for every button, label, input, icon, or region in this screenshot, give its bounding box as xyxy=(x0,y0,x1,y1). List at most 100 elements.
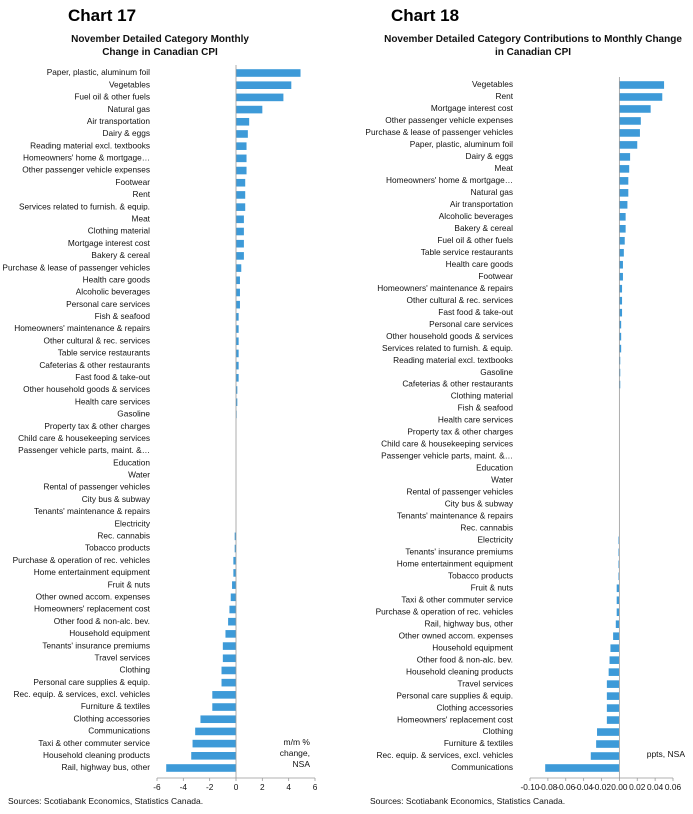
x-tick-label: 0.00 xyxy=(611,782,628,792)
category-label: Dairy & eggs xyxy=(103,128,151,138)
bar xyxy=(619,189,629,197)
bar xyxy=(212,703,236,711)
category-label: Fuel oil & other fuels xyxy=(437,235,513,245)
bar xyxy=(618,572,620,581)
bar xyxy=(618,560,620,569)
bar xyxy=(545,764,620,772)
category-label: Mortgage interest cost xyxy=(431,103,514,113)
category-label: Rent xyxy=(495,91,513,101)
category-label: Fuel oil & other fuels xyxy=(74,92,150,102)
category-label: Rail, highway bus, other xyxy=(61,762,150,772)
category-label: Other owned accom. expenses xyxy=(399,630,513,640)
category-label: Table service restaurants xyxy=(421,247,513,257)
bar xyxy=(619,165,630,173)
x-tick-label: -0.06 xyxy=(556,782,575,792)
bar xyxy=(615,620,620,629)
category-label: Footwear xyxy=(115,177,150,187)
category-label: Paper, plastic, aluminum foil xyxy=(410,139,513,149)
bar xyxy=(609,656,620,664)
category-label: City bus & subway xyxy=(82,494,151,504)
x-tick-label: 0.04 xyxy=(647,782,664,792)
category-label: Clothing material xyxy=(88,226,150,236)
x-tick-label: -4 xyxy=(180,782,188,792)
bar xyxy=(234,544,236,553)
category-label: Homeowners' replacement cost xyxy=(34,604,151,614)
x-tick-label: -0.04 xyxy=(574,782,593,792)
category-label: Water xyxy=(491,475,513,485)
category-label: Other passenger vehicle expenses xyxy=(22,165,150,175)
category-label: Child care & housekeeping services xyxy=(18,433,150,443)
category-label: Personal care supplies & equip. xyxy=(33,677,150,687)
x-tick-label: -0.02 xyxy=(592,782,611,792)
x-tick-label: -6 xyxy=(153,782,161,792)
bar xyxy=(606,704,620,712)
category-label: Rental of passenger vehicles xyxy=(406,487,513,497)
category-label: Services related to furnish. & equip. xyxy=(19,201,150,211)
category-label: Water xyxy=(128,470,150,480)
bar xyxy=(236,252,244,260)
bar xyxy=(236,178,246,187)
bar xyxy=(610,644,620,652)
bar xyxy=(222,654,236,663)
bar xyxy=(619,368,621,377)
category-label: Air transportation xyxy=(87,116,151,126)
bar xyxy=(195,727,236,736)
category-label: Gasoline xyxy=(117,409,150,419)
category-label: Taxi & other commuter service xyxy=(38,738,150,748)
bar xyxy=(597,728,620,736)
x-tick-label: 0.02 xyxy=(629,782,646,792)
bar xyxy=(236,203,246,211)
bar xyxy=(236,313,239,321)
category-label: Passenger vehicle parts, maint. &… xyxy=(18,445,150,455)
category-label: Other owned accom. expenses xyxy=(36,591,150,601)
category-label: Home entertainment equipment xyxy=(34,567,151,577)
category-label: Travel services xyxy=(458,678,513,688)
category-label: Personal care services xyxy=(429,319,513,329)
bar xyxy=(236,69,301,77)
bar xyxy=(619,308,623,317)
chart-label: Chart 17 xyxy=(68,6,137,25)
bar xyxy=(234,532,236,541)
source: Sources: Scotiabank Economics, Statistic… xyxy=(8,796,204,806)
bar xyxy=(619,105,651,113)
bar xyxy=(619,380,621,389)
category-label: Clothing accessories xyxy=(436,702,513,712)
category-label: Dairy & eggs xyxy=(466,151,514,161)
bar xyxy=(228,617,236,626)
source: Sources: Scotiabank Economics, Statistic… xyxy=(370,796,566,806)
category-label: Alcoholic beverages xyxy=(439,211,513,221)
x-tick-label: -0.10 xyxy=(521,782,540,792)
x-tick-label: 0.06 xyxy=(665,782,682,792)
category-label: Fish & seafood xyxy=(458,403,514,413)
bar xyxy=(236,93,284,102)
category-label: Rec. cannabis xyxy=(97,531,150,541)
bar xyxy=(236,325,239,333)
bar xyxy=(236,227,244,236)
bar xyxy=(618,536,620,545)
bar xyxy=(236,337,239,346)
category-label: Alcoholic beverages xyxy=(76,287,150,297)
bar xyxy=(616,596,620,605)
bar xyxy=(236,398,238,407)
category-label: Education xyxy=(113,457,150,467)
category-label: Education xyxy=(476,463,513,473)
category-label: Purchase & lease of passenger vehicles xyxy=(365,127,513,137)
category-label: Fish & seafood xyxy=(95,311,151,321)
category-label: Services related to furnish. & equip. xyxy=(382,343,513,353)
category-label: Travel services xyxy=(95,652,150,662)
bar xyxy=(236,154,247,163)
category-label: Clothing xyxy=(120,665,151,675)
category-label: Rental of passenger vehicles xyxy=(43,482,150,492)
bar xyxy=(222,642,236,650)
bar xyxy=(619,177,629,185)
category-label: City bus & subway xyxy=(445,499,514,509)
category-label: Gasoline xyxy=(480,367,513,377)
bar xyxy=(233,569,236,577)
bar xyxy=(619,296,623,305)
bar xyxy=(236,130,248,138)
category-label: Child care & housekeeping services xyxy=(381,439,513,449)
category-label: Homeowners' home & mortgage… xyxy=(386,175,513,185)
category-label: Homeowners' home & mortgage… xyxy=(23,153,150,163)
bar xyxy=(212,691,236,699)
